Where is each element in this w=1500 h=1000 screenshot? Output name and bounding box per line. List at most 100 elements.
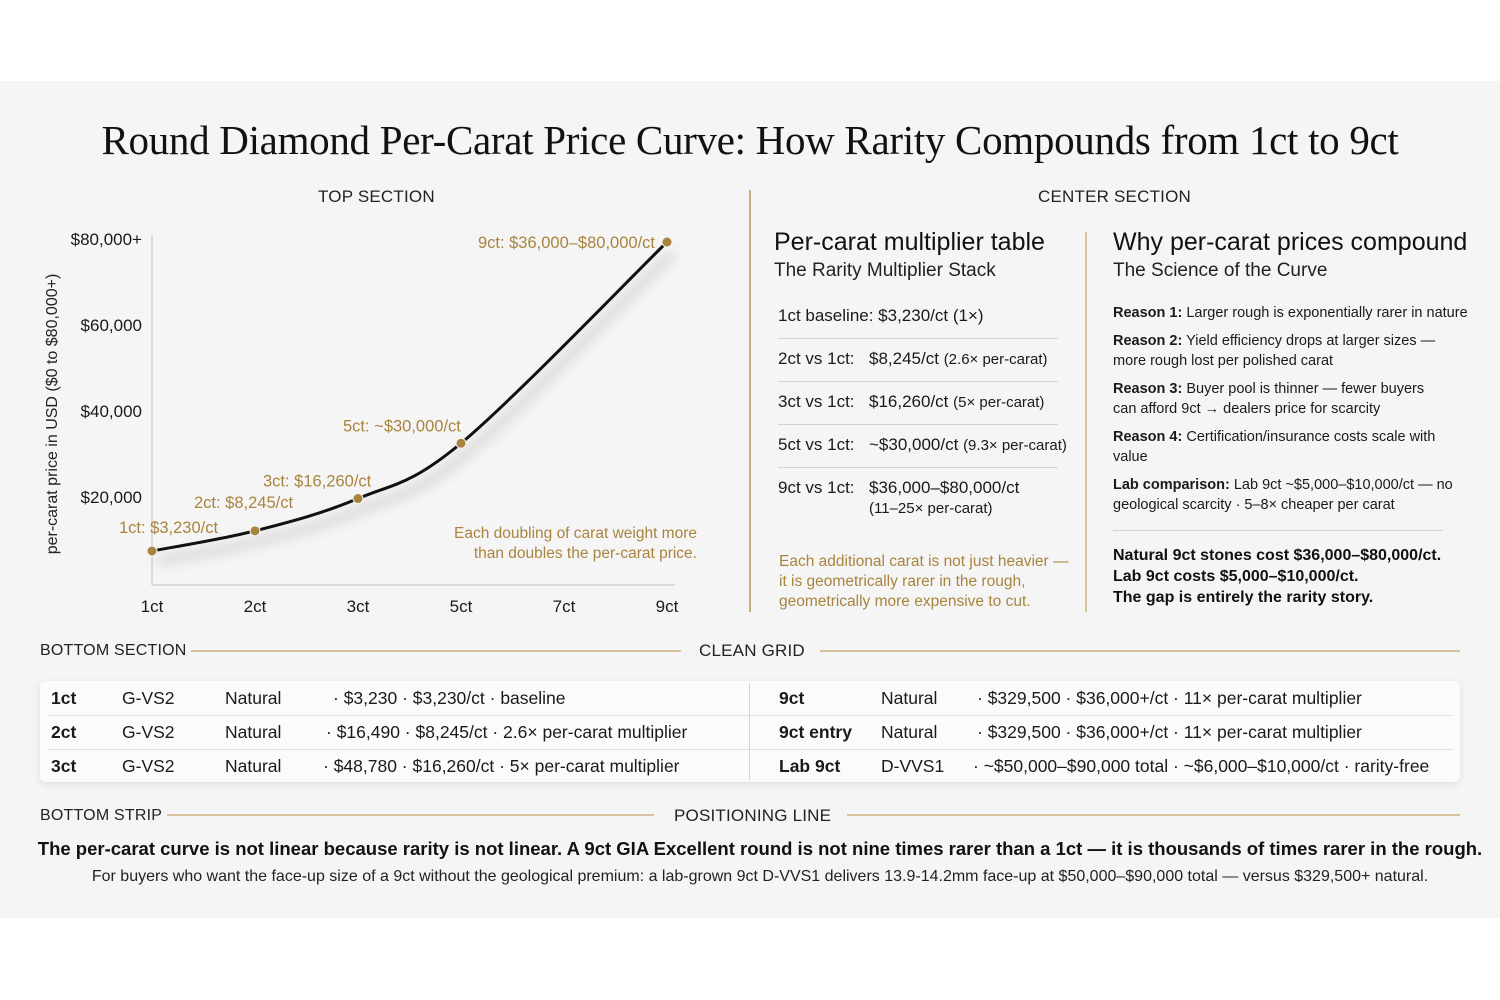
reason-text: Lab 9ct ~$5,000–$10,000/ct — no geologic… (1113, 477, 1453, 513)
reason-text: Buyer pool is thinner — fewer buyers can… (1113, 381, 1425, 417)
clean-grid-label: CLEAN GRID (699, 641, 805, 660)
grid-details: · ~$50,000–$90,000 total · ~$6,000–$10,0… (973, 756, 1430, 776)
row-price: $36,000–$80,000/ct (869, 478, 1020, 497)
row-multiplier: (2.6× per-carat) (943, 351, 1048, 368)
section-rule (847, 814, 1460, 816)
reason-item: Reason 2: Yield efficiency drops at larg… (1113, 331, 1453, 371)
reason-text: Yield efficiency drops at larger sizes —… (1113, 333, 1436, 369)
section-rule (820, 650, 1460, 652)
y-tick-label: $40,000 (81, 402, 142, 421)
row-key: 5ct vs 1ct: (778, 435, 855, 454)
row-value: $16,260/ct (5× per-carat) (869, 392, 1044, 412)
grid-grade: G-VS2 (122, 722, 175, 742)
data-point (455, 437, 467, 449)
table-divider (778, 381, 1058, 382)
why-divider (1113, 530, 1443, 531)
positioning-statement: The per-carat curve is not linear becaus… (37, 838, 1483, 859)
row-value: $36,000–$80,000/ct (11–25× per-carat) (869, 478, 1019, 518)
grid-origin: Natural (225, 688, 282, 708)
clean-grid (40, 681, 1460, 782)
row-value: $8,245/ct (2.6× per-carat) (869, 349, 1047, 369)
x-tick-label: 1ct (141, 597, 164, 616)
grid-details: · $329,500 · $36,000+/ct · 11× per-carat… (977, 722, 1362, 742)
grid-grade: Natural (881, 688, 938, 708)
reason-item: Lab comparison: Lab 9ct ~$5,000–$10,000/… (1113, 475, 1453, 515)
row-multiplier: (5× per-carat) (953, 394, 1045, 411)
page-title: Round Diamond Per-Carat Price Curve: How… (101, 117, 1399, 163)
closing-line: Lab 9ct costs $5,000–$10,000/ct. (1113, 568, 1359, 585)
data-label: 5ct: ~$30,000/ct (343, 417, 461, 435)
reason-item: Reason 1: Larger rough is exponentially … (1113, 303, 1473, 323)
chart-annotation-line-2: than doubles the per-carat price. (474, 545, 697, 562)
row-key: 3ct vs 1ct: (778, 392, 855, 411)
y-tick-label: $60,000 (81, 316, 142, 335)
section-rule (191, 650, 681, 652)
grid-grade: Natural (881, 722, 938, 742)
bottom-strip-label: BOTTOM STRIP (40, 807, 163, 824)
x-tick-label: 2ct (244, 597, 267, 616)
grid-row-divider (48, 715, 1453, 716)
grid-details: · $16,490 · $8,245/ct · 2.6× per-carat m… (326, 722, 688, 742)
x-tick-label: 5ct (450, 597, 473, 616)
reason-item: Reason 4: Certification/insurance costs … (1113, 427, 1463, 467)
grid-grade: G-VS2 (122, 756, 175, 776)
row-price: $16,260/ct (869, 392, 949, 411)
grid-grade: G-VS2 (122, 688, 175, 708)
multiplier-table-subheading: The Rarity Multiplier Stack (774, 260, 996, 281)
baseline-text: 1ct baseline: $3,230/ct (1×) (778, 306, 984, 325)
why-closing: Natural 9ct stones cost $36,000–$80,000/… (1113, 545, 1483, 608)
reason-label: Reason 3: (1113, 381, 1183, 397)
grid-size: Lab 9ct (779, 756, 841, 776)
row-price: ~$30,000/ct (869, 435, 959, 454)
reason-text: Larger rough is exponentially rarer in n… (1186, 305, 1468, 321)
table-divider (778, 467, 1058, 468)
section-rule (167, 814, 654, 816)
row-multiplier: (11–25× per-carat) (869, 500, 993, 517)
grid-size: 1ct (51, 688, 77, 708)
table-divider (778, 424, 1058, 425)
reason-label: Lab comparison: (1113, 477, 1230, 493)
y-tick-label: $20,000 (81, 488, 142, 507)
table-divider (778, 338, 1058, 339)
why-heading: Why per-carat prices compound (1113, 228, 1468, 256)
grid-origin: Natural (225, 722, 282, 742)
grid-grade: D-VVS1 (881, 756, 945, 776)
data-point (352, 493, 364, 505)
x-tick-label: 3ct (347, 597, 370, 616)
positioning-line-label: POSITIONING LINE (674, 806, 832, 825)
row-multiplier: (9.3× per-carat) (963, 437, 1067, 454)
reason-label: Reason 1: (1113, 305, 1183, 321)
reason-text: Certification/insurance costs scale with… (1113, 429, 1436, 465)
row-value: ~$30,000/ct (9.3× per-carat) (869, 435, 1067, 455)
closing-line: Natural 9ct stones cost $36,000–$80,000/… (1113, 547, 1442, 564)
price-curve-chart: $20,000 $40,000 $60,000 $80,000+ 1ct 2ct 3ct 5c… (44, 230, 697, 616)
chart-annotation-line-1: Each doubling of carat weight more (454, 525, 697, 542)
grid-column-divider (749, 683, 750, 780)
center-divider (1085, 232, 1087, 612)
x-tick-label: 7ct (553, 597, 576, 616)
section-divider (749, 190, 751, 612)
grid-details: · $48,780 · $16,260/ct · 5× per-carat mu… (323, 756, 680, 776)
grid-size: 3ct (51, 756, 77, 776)
grid-size: 9ct (779, 688, 805, 708)
data-label: 2ct: $8,245/ct (194, 494, 293, 512)
data-point (249, 525, 261, 537)
data-point (146, 545, 158, 557)
grid-size: 9ct entry (779, 722, 852, 742)
y-axis-label: per-carat price in USD ($0 to $80,000+) (44, 274, 61, 555)
center-section-label: CENTER SECTION (1038, 187, 1191, 206)
multiplier-table-heading: Per-carat multiplier table (774, 228, 1045, 256)
data-label: 9ct: $36,000–$80,000/ct (478, 234, 655, 252)
grid-details: · $329,500 · $36,000+/ct · 11× per-carat… (977, 688, 1362, 708)
row-key: 9ct vs 1ct: (778, 478, 855, 497)
curve-shadow (157, 248, 677, 566)
y-tick-label: $80,000+ (71, 230, 142, 249)
data-label: 3ct: $16,260/ct (263, 473, 372, 491)
row-key: 2ct vs 1ct: (778, 349, 855, 368)
grid-size: 2ct (51, 722, 77, 742)
top-section-label: TOP SECTION (318, 187, 435, 206)
bottom-section-label: BOTTOM SECTION (40, 642, 187, 659)
grid-details: · $3,230 · $3,230/ct · baseline (333, 688, 566, 708)
reason-label: Reason 4: (1113, 429, 1183, 445)
data-point (661, 236, 673, 248)
